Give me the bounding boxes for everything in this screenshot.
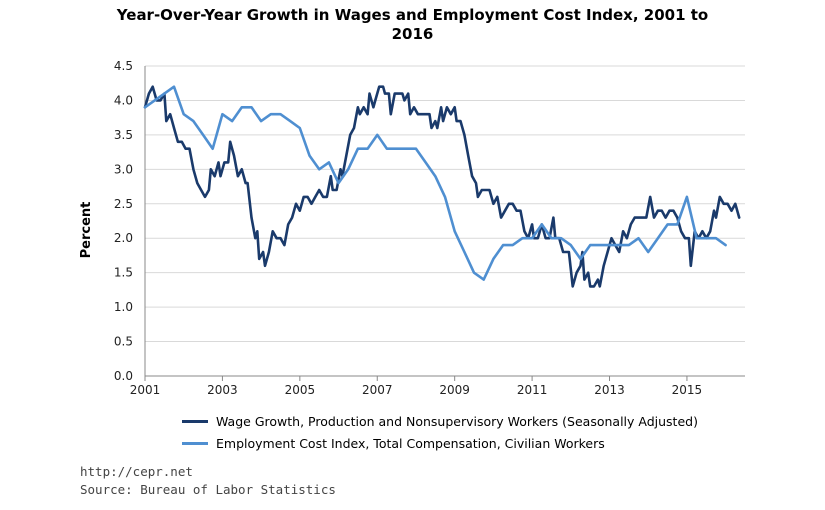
legend-swatch-eci xyxy=(182,441,208,445)
y-tick-label: 2.5 xyxy=(114,197,133,211)
x-tick-label: 2003 xyxy=(207,383,238,397)
legend-label-eci: Employment Cost Index, Total Compensatio… xyxy=(216,435,605,451)
legend-swatch-wage-growth xyxy=(182,419,208,423)
series-lines xyxy=(143,85,741,288)
y-tick-label: 1.0 xyxy=(114,300,133,314)
y-tick-label: 3.5 xyxy=(114,128,133,142)
y-axis-label: Percent xyxy=(79,202,94,259)
x-tick-label: 2011 xyxy=(517,383,548,397)
source-url: http://cepr.net xyxy=(80,464,193,479)
source-note: Source: Bureau of Labor Statistics xyxy=(80,482,336,497)
x-tick-label: 2015 xyxy=(672,383,703,397)
legend-item-eci: Employment Cost Index, Total Compensatio… xyxy=(182,432,698,454)
x-tick-label: 2007 xyxy=(362,383,393,397)
y-tick-label: 1.5 xyxy=(114,266,133,280)
x-axis-ticks: 2001 2003 2005 2007 2009 2011 2013 2015 xyxy=(130,376,702,397)
y-tick-label: 2.0 xyxy=(114,231,133,245)
chart-title-line2: 2016 xyxy=(391,25,434,43)
chart-title: Year-Over-Year Growth in Wages and Emplo… xyxy=(0,6,825,44)
legend-label-wage-growth: Wage Growth, Production and Nonsuperviso… xyxy=(216,413,698,429)
x-tick-label: 2013 xyxy=(594,383,625,397)
x-tick-label: 2001 xyxy=(130,383,161,397)
y-tick-label: 0.5 xyxy=(114,335,133,349)
series-line-eci xyxy=(143,85,727,281)
y-tick-label: 0.0 xyxy=(114,369,133,383)
chart-title-line1: Year-Over-Year Growth in Wages and Emplo… xyxy=(116,6,709,24)
y-tick-label: 4.0 xyxy=(114,93,133,107)
y-axis-ticks: 0.0 0.5 1.0 1.5 2.0 2.5 3.0 3.5 4.0 4.5 xyxy=(114,59,133,383)
gridlines xyxy=(144,65,745,377)
y-tick-label: 4.5 xyxy=(114,59,133,73)
legend: Wage Growth, Production and Nonsuperviso… xyxy=(182,410,698,454)
chart-footer: http://cepr.net Source: Bureau of Labor … xyxy=(80,463,336,499)
x-tick-label: 2005 xyxy=(285,383,316,397)
x-tick-label: 2009 xyxy=(439,383,470,397)
y-tick-label: 3.0 xyxy=(114,162,133,176)
series-line-wage-growth xyxy=(143,85,741,288)
legend-item-wage-growth: Wage Growth, Production and Nonsuperviso… xyxy=(182,410,698,432)
